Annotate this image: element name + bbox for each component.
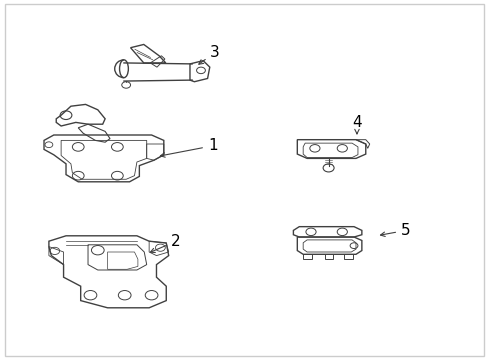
Text: 1: 1 bbox=[160, 138, 217, 157]
Text: 2: 2 bbox=[150, 234, 181, 252]
Text: 5: 5 bbox=[380, 223, 410, 238]
Text: 3: 3 bbox=[199, 45, 220, 64]
Text: 4: 4 bbox=[351, 115, 361, 134]
